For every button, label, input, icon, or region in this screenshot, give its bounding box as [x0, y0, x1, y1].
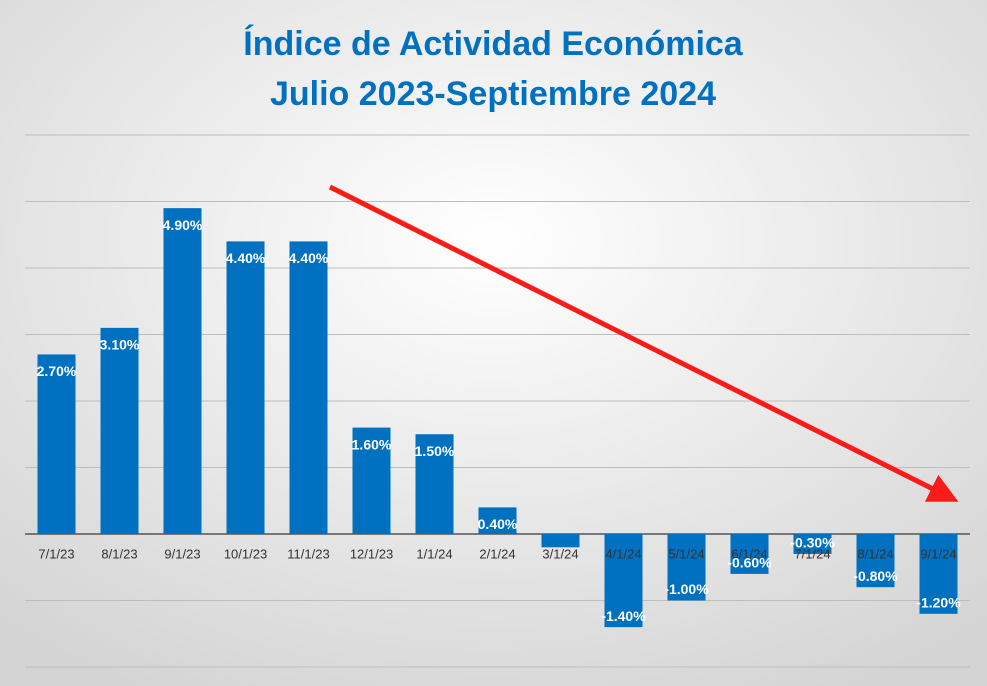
x-tick-label: 5/1/24: [668, 546, 704, 561]
x-tick-label: 11/1/23: [287, 546, 329, 561]
value-label: 1.60%: [352, 436, 392, 452]
value-label: -1.40%: [601, 608, 646, 624]
bar: [919, 534, 958, 614]
trend-arrow: [328, 184, 959, 502]
x-tick-label: 6/1/24: [731, 546, 767, 561]
x-tick-label: 9/1/24: [920, 546, 956, 561]
value-label: -0.60%: [727, 555, 772, 571]
x-tick-label: 9/1/23: [164, 546, 200, 561]
bar: [226, 241, 265, 534]
bar: [100, 327, 139, 534]
x-tick-label: 7/1/24: [794, 546, 830, 561]
x-tick-label: 4/1/24: [605, 546, 641, 561]
value-label: 4.40%: [289, 250, 329, 266]
bar: [415, 434, 454, 534]
bar: [289, 241, 328, 534]
value-label: 0.40%: [478, 516, 518, 532]
value-label: 2.70%: [37, 363, 77, 379]
x-tick-label: 12/1/23: [350, 546, 393, 561]
value-label: -1.20%: [916, 595, 961, 611]
x-tick-label: 2/1/24: [479, 546, 515, 561]
x-tick-label: 7/1/23: [38, 546, 74, 561]
value-label: 4.90%: [163, 217, 203, 233]
bar: [856, 534, 895, 588]
bar: [604, 534, 643, 628]
chart-subtitle: Julio 2023-Septiembre 2024: [270, 75, 716, 113]
bar: [793, 534, 832, 554]
bar: [352, 427, 391, 534]
bar: [37, 354, 76, 534]
value-label: 1.50%: [415, 443, 455, 459]
chart-title: Índice de Actividad Económica: [243, 25, 744, 63]
value-label: 4.40%: [226, 250, 266, 266]
bar: [163, 208, 202, 534]
x-tick-label: 10/1/23: [224, 546, 267, 561]
bar: [730, 534, 769, 574]
bar: [667, 534, 706, 601]
x-tick-label: 3/1/24: [542, 546, 578, 561]
value-label: -1.00%: [664, 581, 709, 597]
bar: [478, 507, 517, 534]
value-label: -0.30%: [790, 535, 835, 551]
bar: [541, 534, 580, 548]
x-tick-label: 1/1/24: [416, 546, 452, 561]
x-tick-label: 8/1/24: [857, 546, 893, 561]
value-label: 3.10%: [100, 337, 140, 353]
x-tick-label: 8/1/23: [101, 546, 137, 561]
value-label: -0.80%: [853, 568, 898, 584]
